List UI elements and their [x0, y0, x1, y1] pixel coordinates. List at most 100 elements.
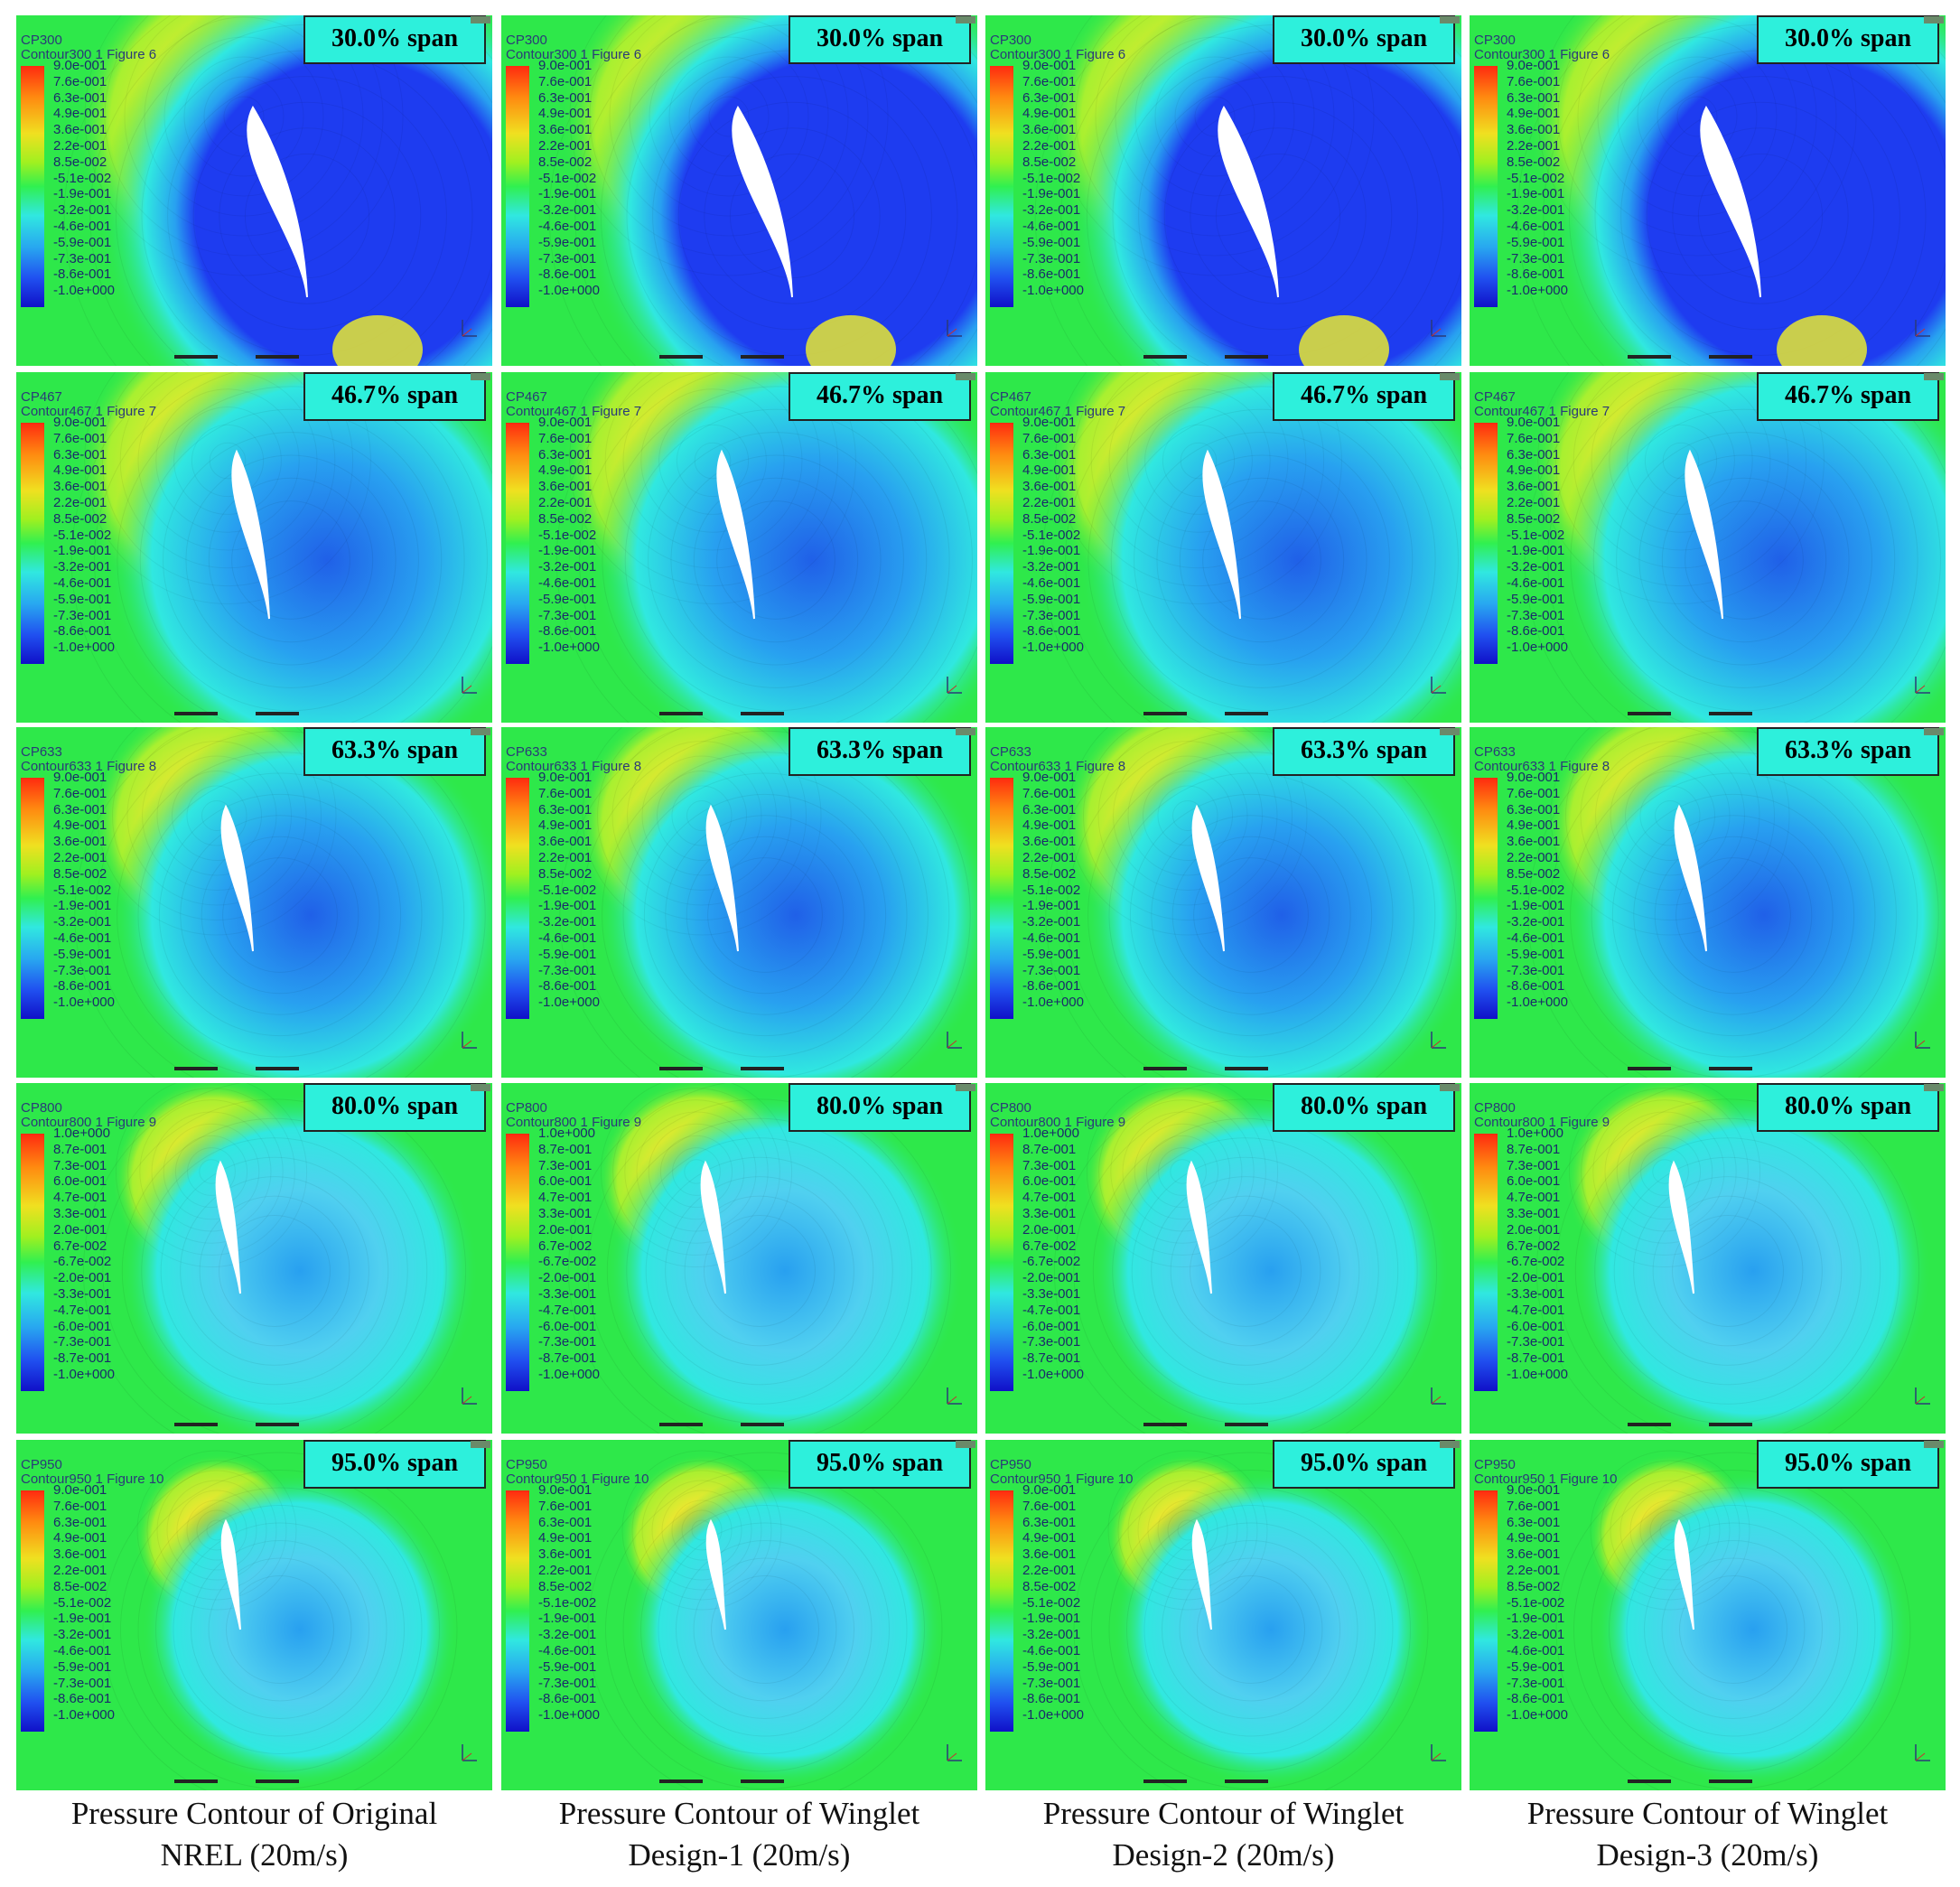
scale-bar [256, 355, 299, 359]
span-label: 30.0% span [1757, 15, 1939, 64]
caption-line-1: Pressure Contour of Winglet [1042, 1796, 1405, 1831]
legend-tick-label: -5.1e-002 [53, 1594, 112, 1611]
legend-tick-label: -3.2e-001 [53, 202, 112, 219]
legend-tick-label: 4.9e-001 [53, 462, 107, 479]
legend-tick-label: 4.9e-001 [538, 1530, 593, 1546]
legend-tick-label: -7.3e-001 [1507, 962, 1565, 978]
legend-tick-label: 4.7e-001 [53, 1190, 107, 1206]
caption-line-2: Design-1 (20m/s) [628, 1837, 851, 1873]
legend-tick-label: -2.0e-001 [53, 1270, 112, 1286]
ansys-logo [956, 1084, 975, 1091]
legend-tick-label: 7.3e-001 [538, 1157, 593, 1173]
legend-tick-label: 2.0e-001 [1022, 1221, 1077, 1238]
scale-bar [256, 1423, 299, 1426]
span-label: 46.7% span [789, 372, 971, 421]
legend-tick-label: -4.6e-001 [538, 1643, 597, 1658]
variable-name: CP300 [1474, 33, 1516, 48]
variable-name: CP800 [21, 1100, 62, 1116]
axis-triad-icon [1431, 320, 1446, 337]
legend-tick-label: -3.2e-001 [538, 914, 597, 930]
legend-tick-label: -5.1e-002 [1022, 1594, 1081, 1611]
legend-tick-label: -1.0e+000 [1507, 640, 1568, 656]
scale-bar [1709, 1780, 1752, 1783]
plot-header: CP950 Contour950 1 Figure 10 [990, 1458, 1133, 1487]
airfoil-section [1186, 1160, 1212, 1294]
color-bar [506, 423, 529, 664]
span-label: 80.0% span [789, 1083, 971, 1132]
legend-tick-label: 1.0e+000 [53, 1126, 110, 1141]
plot-header: CP633 Contour633 1 Figure 8 [1474, 745, 1610, 774]
legend-tick-label: -1.9e-001 [53, 186, 112, 202]
legend-tick-label: 9.0e-001 [538, 415, 593, 430]
airfoil-section [215, 1160, 241, 1294]
variable-name: CP950 [21, 1457, 62, 1472]
legend-tick-label: -5.9e-001 [53, 1658, 112, 1675]
legend-tick-label: -8.6e-001 [538, 1691, 597, 1707]
scale-bar [741, 1423, 784, 1426]
contour-name: Contour300 1 Figure 6 [1474, 47, 1610, 62]
contour-name: Contour950 1 Figure 10 [990, 1471, 1134, 1487]
legend-tick-label: 7.6e-001 [1022, 73, 1077, 89]
variable-name: CP950 [1474, 1457, 1516, 1472]
axis-triad-icon [1431, 1744, 1446, 1761]
contour-name: Contour467 1 Figure 7 [506, 404, 642, 419]
legend-tick-label: -3.2e-001 [1507, 1627, 1565, 1643]
contour-panel: CP300 Contour300 1 Figure 6 9.0e-001 7.6e-0… [985, 15, 1461, 366]
legend-tick-label: 2.2e-001 [538, 850, 593, 865]
ansys-logo [1924, 373, 1944, 380]
legend-tick-label: 4.9e-001 [1507, 462, 1561, 479]
variable-name: CP300 [21, 33, 62, 48]
color-bar [990, 1490, 1013, 1732]
variable-name: CP800 [1474, 1100, 1516, 1116]
contour-name: Contour950 1 Figure 10 [506, 1471, 649, 1487]
legend-tick-label: -8.6e-001 [1022, 978, 1081, 995]
legend-tick-label: 2.2e-001 [1022, 495, 1077, 510]
airfoil-section [1668, 1160, 1694, 1294]
legend-tick-label: -1.0e+000 [538, 283, 600, 299]
legend-tick-label: -4.6e-001 [1022, 575, 1081, 591]
legend-tick-label: -8.6e-001 [538, 978, 597, 995]
legend-tick-label: -4.6e-001 [1507, 1643, 1565, 1658]
legend-tick-label: -7.3e-001 [53, 250, 112, 266]
legend-tick-label: -3.2e-001 [1022, 559, 1081, 575]
legend-tick-label: 3.3e-001 [1022, 1206, 1077, 1221]
ansys-logo [1924, 1084, 1944, 1091]
legend-tick-label: -7.3e-001 [1507, 250, 1565, 266]
legend-tick-label: -5.9e-001 [1022, 1658, 1081, 1675]
contour-name: Contour467 1 Figure 7 [990, 404, 1126, 419]
legend-tick-label: 3.6e-001 [538, 122, 593, 138]
contour-name: Contour467 1 Figure 7 [21, 404, 157, 419]
ansys-logo [956, 1441, 975, 1448]
legend-tick-label: -8.6e-001 [538, 266, 597, 283]
legend-tick-label: 8.5e-002 [53, 865, 107, 882]
airfoil-section [716, 449, 755, 620]
legend-tick-label: -7.3e-001 [1022, 962, 1081, 978]
plot-header: CP300 Contour300 1 Figure 6 [506, 33, 641, 62]
airfoil-section [1202, 449, 1241, 620]
variable-name: CP300 [990, 33, 1031, 48]
legend-tick-label: -1.9e-001 [538, 898, 597, 914]
legend-tick-label: 1.0e+000 [1022, 1126, 1079, 1141]
legend-tick-label: -1.0e+000 [1022, 640, 1084, 656]
legend-tick-label: -7.3e-001 [1022, 250, 1081, 266]
legend-tick-label: -6.0e-001 [1022, 1318, 1081, 1334]
scale-bar [256, 712, 299, 715]
legend-tick-label: -4.6e-001 [1022, 219, 1081, 234]
span-label: 30.0% span [303, 15, 486, 64]
scale-bar [1628, 1423, 1671, 1426]
legend-tick-label: 9.0e-001 [1507, 1482, 1561, 1498]
legend-tick-label: -3.2e-001 [538, 1627, 597, 1643]
legend-tick-label: 7.6e-001 [1507, 430, 1561, 446]
legend-tick-label: 3.6e-001 [53, 479, 107, 495]
axis-triad-icon [1915, 1744, 1930, 1761]
legend-tick-label: 3.3e-001 [53, 1206, 107, 1221]
legend-tick-label: -5.9e-001 [538, 946, 597, 962]
legend-tick-label: 6.3e-001 [1507, 89, 1561, 106]
legend-tick-label: 7.6e-001 [1507, 1498, 1561, 1514]
legend-tick-label: -4.6e-001 [53, 1643, 112, 1658]
legend-tick-label: 2.2e-001 [1507, 1563, 1561, 1578]
plot-header: CP800 Contour800 1 Figure 9 [21, 1101, 156, 1130]
legend-tick-label: -1.9e-001 [53, 1611, 112, 1627]
legend-tick-label: -5.9e-001 [1022, 946, 1081, 962]
legend-tick-label: -8.6e-001 [53, 623, 112, 640]
